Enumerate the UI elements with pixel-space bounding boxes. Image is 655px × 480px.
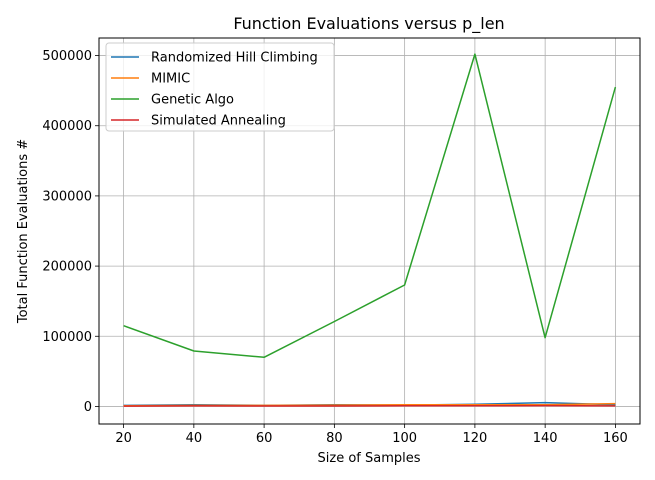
series-line-genetic-algo (123, 53, 617, 359)
chart-title: Function Evaluations versus p_len (233, 14, 504, 34)
x-tick-label: 120 (462, 431, 487, 446)
legend-label-randomized-hill-climbing: Randomized Hill Climbing (151, 51, 318, 66)
x-axis-label: Size of Samples (318, 451, 421, 466)
x-tick-label: 60 (256, 431, 273, 446)
y-axis-label: Total Function Evaluations # (16, 139, 31, 324)
legend-label-mimic: MIMIC (151, 72, 190, 87)
series-line-simulated-annealing (123, 404, 616, 407)
x-tick-label: 140 (533, 431, 558, 446)
x-tick-label: 160 (603, 431, 628, 446)
y-tick-label: 400000 (42, 119, 92, 134)
y-tick-label: 300000 (42, 189, 92, 204)
legend: Randomized Hill Climbing MIMIC Genetic Alg… (105, 42, 335, 132)
axis-ticks: 20 40 60 80 100 120 140 160 0 100000 200000 300000 4… (42, 49, 627, 446)
y-tick-label: 200000 (42, 260, 92, 275)
series-lines (123, 53, 617, 407)
legend-label-simulated-annealing: Simulated Annealing (151, 114, 286, 129)
x-tick-label: 100 (392, 431, 417, 446)
y-tick-label: 500000 (42, 49, 92, 64)
legend-label-genetic-algo: Genetic Algo (151, 93, 234, 108)
y-tick-label: 0 (84, 400, 92, 415)
grid (99, 38, 640, 424)
y-tick-label: 100000 (42, 330, 92, 345)
x-tick-label: 20 (115, 431, 132, 446)
legend-box (105, 42, 335, 132)
x-tick-label: 80 (326, 431, 343, 446)
plot-frame (98, 37, 641, 425)
x-tick-label: 40 (186, 431, 203, 446)
